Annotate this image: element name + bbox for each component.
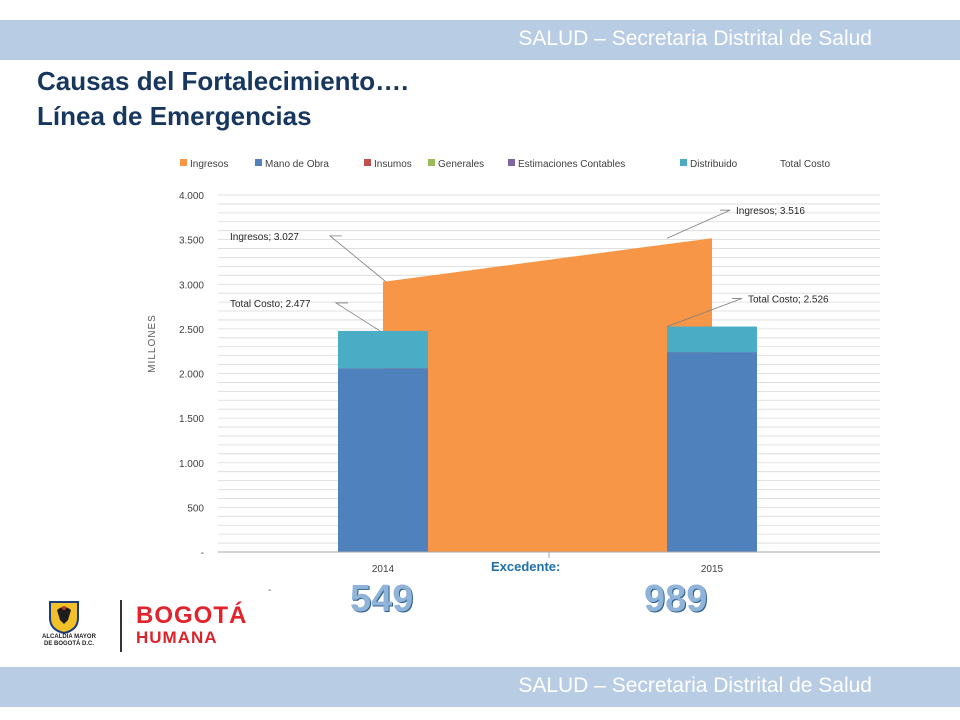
ingresos-area xyxy=(383,238,712,552)
annotation-label-2: Total Costo; 2.477 xyxy=(230,299,311,310)
logo-divider xyxy=(120,600,122,652)
y-tick-label: 2.500 xyxy=(179,325,204,336)
crest-caption: ALCALDÍA MAYOR DE BOGOTÁ D.C. xyxy=(34,634,104,648)
y-tick-label: 2.000 xyxy=(179,370,204,381)
income-cost-chart: - 500 1.000 1.500 2.000 2.500 3.000 3.500 4.000 M… xyxy=(147,159,880,575)
annotation-leader-0 xyxy=(328,235,387,283)
bar-distribuido-2014 xyxy=(338,330,428,369)
excedente-2015-value: 989 xyxy=(644,578,708,620)
y-axis-label: MILLONES xyxy=(147,314,158,373)
annotation-leader-3 xyxy=(666,298,743,327)
title-line-2: Línea de Emergencias xyxy=(37,101,312,131)
bar-mano-de-obra-2015 xyxy=(667,352,757,552)
legend-label-1: Mano de Obra xyxy=(265,159,329,170)
annotation-label-0: Ingresos; 3.027 xyxy=(230,232,299,243)
excedente-label: Excedente: xyxy=(491,559,561,574)
legend-label-0: Ingresos xyxy=(190,159,228,170)
annotation-leader-1 xyxy=(666,209,731,239)
legend-label-3: Generales xyxy=(438,159,484,170)
crest-caption-line-2: DE BOGOTÁ D.C. xyxy=(43,641,94,647)
legend-swatch-2 xyxy=(364,159,371,166)
footer-banner-text: SALUD – Secretaria Distrital de Salud xyxy=(518,674,872,697)
annotation-leader-2 xyxy=(334,302,381,332)
y-tick-label: 1.500 xyxy=(179,414,204,425)
dash-mark: - xyxy=(268,585,272,596)
bogota-logo-text: BOGOTÁ xyxy=(136,602,248,629)
legend-swatch-1 xyxy=(255,159,262,166)
bar-distribuido-2015 xyxy=(667,326,757,353)
legend-swatch-4 xyxy=(508,159,515,166)
y-tick-label: 1.000 xyxy=(179,459,204,470)
legend-swatch-5 xyxy=(680,159,687,166)
bar-mano-de-obra-2014 xyxy=(338,368,428,552)
logos: ALCALDÍA MAYOR DE BOGOTÁ D.C. BOGOTÁ HUM… xyxy=(38,596,253,656)
legend-label-2: Insumos xyxy=(374,159,412,170)
y-tick-label: 500 xyxy=(187,503,204,514)
x-tick-label-2014: 2014 xyxy=(372,564,395,575)
footer-banner: SALUD – Secretaria Distrital de Salud xyxy=(0,667,960,707)
crest-caption-line-1: ALCALDÍA MAYOR xyxy=(42,634,96,640)
page-title: Causas del Fortalecimiento…. Línea de Em… xyxy=(37,64,408,134)
annotation-label-3: Total Costo; 2.526 xyxy=(748,295,829,306)
y-tick-label: 4.000 xyxy=(179,191,204,202)
y-tick-label: - xyxy=(201,548,204,559)
legend-swatch-0 xyxy=(180,159,187,166)
title-line-1: Causas del Fortalecimiento…. xyxy=(37,66,409,96)
bogota-crest-icon xyxy=(49,601,79,634)
legend-swatch-3 xyxy=(428,159,435,166)
legend-label-4: Estimaciones Contables xyxy=(518,159,625,170)
header-banner: SALUD – Secretaria Distrital de Salud xyxy=(0,20,960,60)
header-banner-text: SALUD – Secretaria Distrital de Salud xyxy=(518,27,872,50)
humana-logo-text: HUMANA xyxy=(136,628,218,647)
y-tick-label: 3.000 xyxy=(179,280,204,291)
excedente-2014-value: 549 xyxy=(350,578,414,620)
legend-label-5: Distribuido xyxy=(690,159,738,170)
annotation-label-1: Ingresos; 3.516 xyxy=(736,206,805,217)
x-tick-label-2015: 2015 xyxy=(701,564,724,575)
legend-label-6: Total Costo xyxy=(780,159,830,170)
y-tick-label: 3.500 xyxy=(179,236,204,247)
